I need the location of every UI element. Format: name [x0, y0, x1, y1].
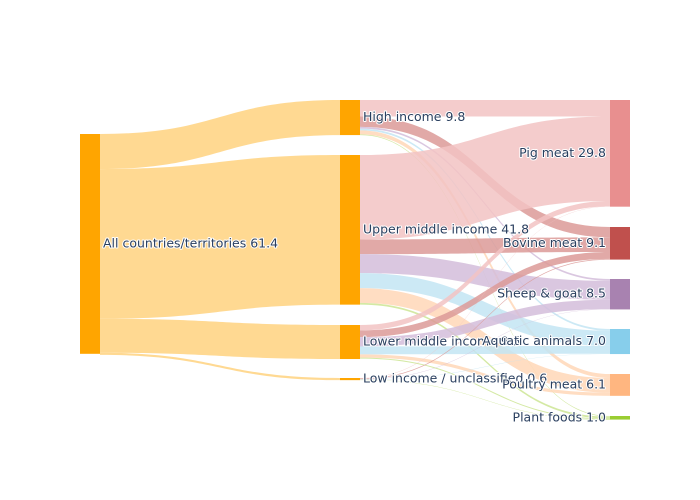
link-low-to-plant[interactable]	[360, 379, 610, 420]
node-sheep[interactable]	[610, 279, 630, 310]
link-upper-to-sheep[interactable]	[360, 254, 610, 300]
node-label-bovine: Bovine meat 9.1	[503, 235, 606, 250]
node-pig[interactable]	[610, 100, 630, 207]
node-all[interactable]	[80, 134, 100, 354]
link-upper-to-bovine[interactable]	[360, 237, 610, 255]
node-label-all: All countries/territories 61.4	[103, 235, 278, 250]
links-layer	[100, 100, 610, 420]
node-aquatic[interactable]	[610, 329, 630, 355]
node-label-aquatic: Aquatic animals 7.0	[482, 333, 606, 348]
node-label-plant: Plant foods 1.0	[513, 409, 607, 424]
link-low-to-bovine[interactable]	[360, 258, 610, 380]
link-all-to-low[interactable]	[100, 352, 340, 381]
node-label-upper: Upper middle income 41.8	[363, 221, 529, 236]
node-label-lower: Lower middle income 9.5	[363, 334, 521, 349]
node-label-low: Low income / unclassified 0.6	[363, 371, 547, 386]
node-bovine[interactable]	[610, 227, 630, 260]
link-upper-to-poultry[interactable]	[360, 288, 610, 393]
link-lower-to-pig[interactable]	[360, 200, 610, 331]
node-label-pig: Pig meat 29.8	[519, 145, 606, 160]
link-lower-to-sheep[interactable]	[360, 299, 610, 347]
link-high-to-poultry[interactable]	[360, 130, 610, 378]
node-high[interactable]	[340, 100, 360, 136]
node-label-sheep: Sheep & goat 8.5	[497, 286, 606, 301]
link-low-to-pig[interactable]	[360, 206, 610, 379]
labels-layer: All countries/territories 61.4 High incom…	[102, 108, 607, 425]
link-lower-to-aquatic[interactable]	[360, 345, 610, 355]
link-upper-to-aquatic[interactable]	[360, 273, 610, 346]
link-high-to-aquatic[interactable]	[360, 128, 610, 331]
link-upper-to-plant[interactable]	[360, 302, 610, 419]
link-lower-to-bovine[interactable]	[360, 252, 610, 338]
link-high-to-pig[interactable]	[360, 100, 610, 117]
link-lower-to-plant[interactable]	[360, 357, 610, 420]
node-lower[interactable]	[340, 325, 360, 360]
link-lower-to-poultry[interactable]	[360, 354, 610, 396]
link-all-to-high[interactable]	[100, 100, 340, 170]
link-low-to-sheep[interactable]	[360, 309, 610, 380]
node-low[interactable]	[340, 378, 360, 381]
link-all-to-upper[interactable]	[100, 155, 340, 319]
node-label-high: High income 9.8	[363, 109, 465, 124]
link-all-to-lower[interactable]	[100, 318, 340, 360]
node-poultry[interactable]	[610, 374, 630, 396]
link-low-to-aquatic[interactable]	[360, 353, 610, 380]
nodes-layer	[80, 100, 630, 420]
link-upper-to-pig[interactable]	[360, 116, 610, 240]
node-upper[interactable]	[340, 155, 360, 305]
node-label-poultry: Poultry meat 6.1	[502, 376, 606, 391]
node-plant[interactable]	[610, 416, 630, 420]
